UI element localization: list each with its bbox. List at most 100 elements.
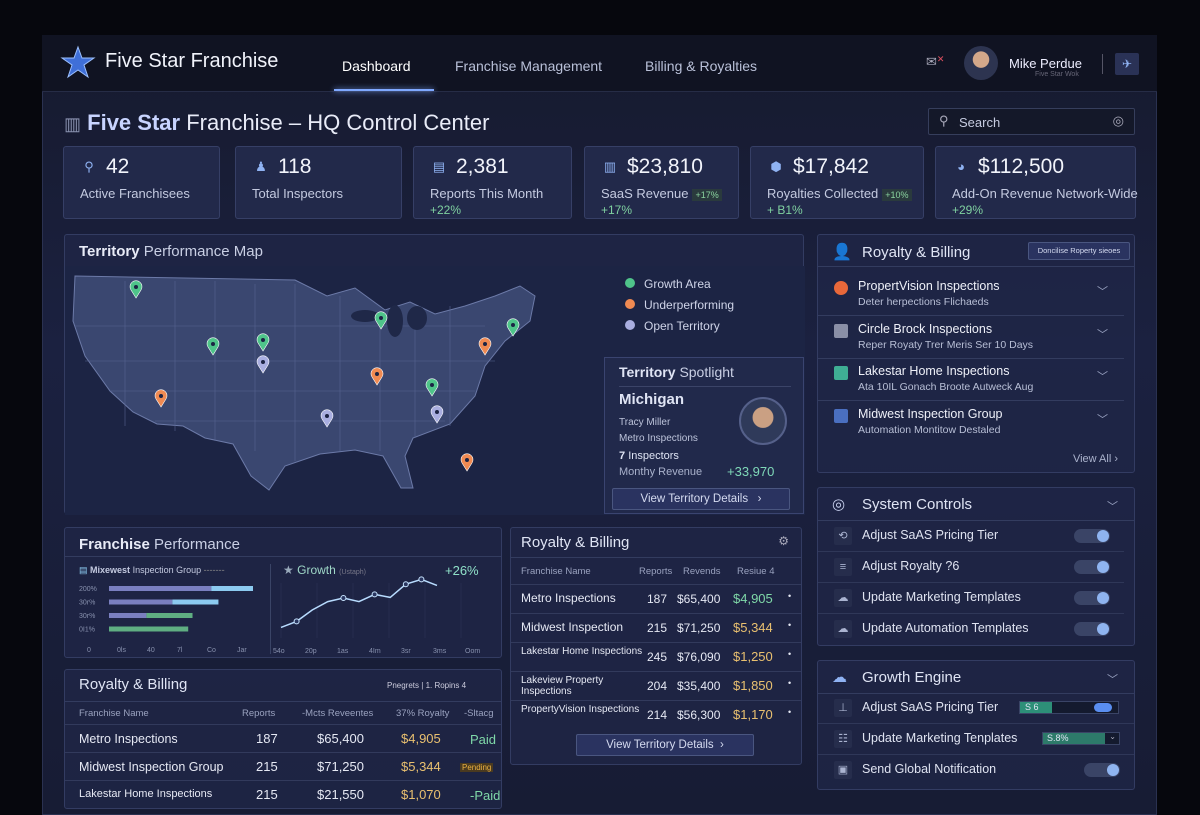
- col-header[interactable]: Reports: [242, 708, 276, 719]
- legend-item: Underperforming: [625, 298, 734, 319]
- map-pin-growth[interactable]: [425, 378, 439, 397]
- kpi-card[interactable]: ◕ $112,500 Add-On Revenue Network-Wide +…: [935, 146, 1138, 219]
- territory-spotlight: Territory Spotlight Michigan Tracy Mille…: [604, 357, 804, 514]
- map-pin-under[interactable]: [154, 389, 168, 408]
- col-header[interactable]: Franchise Name: [521, 566, 591, 577]
- growth-engine-title: Growth Engine: [862, 669, 962, 686]
- notification-icon: ▣: [834, 761, 852, 779]
- nav-franchise-management[interactable]: Franchise Management: [455, 58, 603, 74]
- pricing-icon: ⊥: [834, 699, 852, 717]
- pricing-tier-select[interactable]: S 6: [1019, 701, 1119, 714]
- map-pin-growth[interactable]: [129, 280, 143, 299]
- view-territory-details-button[interactable]: View Territory Details ›: [576, 734, 754, 756]
- territory-map-panel: Territory Performance Map Growth Area Und…: [64, 234, 805, 515]
- view-all-link[interactable]: View All ›: [1072, 453, 1118, 465]
- chevron-down-icon[interactable]: ﹀: [1097, 371, 1108, 383]
- view-territory-details-button[interactable]: View Territory Details ›: [612, 488, 790, 510]
- table-row[interactable]: Lakestar Home Inspections 215 $21,550 $1…: [65, 780, 501, 808]
- table-row[interactable]: PropertyVision Inspections 214 $56,300 $…: [511, 700, 801, 729]
- chevron-down-icon[interactable]: ﹀: [1097, 286, 1108, 298]
- col-header[interactable]: Revends: [683, 566, 721, 577]
- control-toggle[interactable]: [1074, 622, 1110, 636]
- legend-dot-icon: [625, 278, 635, 288]
- nav-billing-royalties[interactable]: Billing & Royalties: [645, 58, 758, 74]
- royalty-item[interactable]: Circle Brock Inspections Reper Royaty Tre…: [818, 316, 1124, 359]
- control-toggle[interactable]: [1074, 560, 1110, 574]
- divider: [1102, 54, 1103, 74]
- map-pin-growth[interactable]: [256, 333, 270, 352]
- chevron-down-icon[interactable]: ﹀: [1097, 413, 1108, 426]
- growth-line-chart: 54o 20p 1as 4Im 3sr 3ms Oom: [273, 576, 480, 655]
- chevron-down-icon[interactable]: ﹀: [1107, 501, 1118, 513]
- table-row[interactable]: Metro Inspections 187 $65,400 $4,905 •: [511, 584, 801, 613]
- map-pin-under[interactable]: [370, 367, 384, 386]
- kpi-card[interactable]: ⚲ 42 Active Franchisees: [63, 146, 220, 219]
- map-pin-under[interactable]: [460, 453, 474, 472]
- control-row: ⟲ Adjust SaAS Pricing Tier: [818, 521, 1124, 552]
- filter-dropdown[interactable]: Pnegrets | 1. Ropins 4: [387, 681, 467, 690]
- col-header[interactable]: -Mcts Reveentes: [302, 708, 374, 719]
- table-row[interactable]: Midwest Inspection 215 $71,250 $5,344 •: [511, 613, 801, 642]
- search-icon: ⚲: [939, 113, 949, 128]
- col-header[interactable]: Franchise Name: [79, 708, 149, 719]
- marketing-template-select[interactable]: S.8% ⌄: [1042, 732, 1120, 745]
- notification-toggle[interactable]: [1084, 763, 1120, 777]
- table-row[interactable]: Lakestar Home Inspections 245 $76,090 $1…: [511, 642, 801, 671]
- map-pin-growth[interactable]: [374, 311, 388, 330]
- x-tick-label: 3ms: [433, 648, 447, 655]
- user-avatar[interactable]: [964, 46, 998, 80]
- status-badge: -Paid: [470, 788, 501, 803]
- table-row[interactable]: Midwest Inspection Group 215 $71,250 $5,…: [65, 752, 501, 780]
- kpi-label: SaaS Revenue +17%: [601, 186, 722, 201]
- growth-row-pricing: ⊥ Adjust SaAS Pricing Tier S 6: [818, 693, 1134, 724]
- location-icon[interactable]: ◎: [1112, 113, 1124, 128]
- pin-icon: ⚲: [84, 159, 94, 174]
- nav-dashboard[interactable]: Dashboard: [342, 58, 411, 74]
- control-icon: ☁: [834, 620, 852, 638]
- user-icon: 👤: [832, 244, 852, 261]
- col-header[interactable]: -Sltacg: [464, 708, 494, 719]
- map-pin-open[interactable]: [430, 405, 444, 424]
- growth-label: ★ Growth (Ustaph): [283, 563, 366, 577]
- chevron-down-icon[interactable]: ﹀: [1097, 328, 1108, 341]
- search-input[interactable]: ⚲ Search ◎: [928, 108, 1135, 135]
- table-row[interactable]: Lakeview Property Inspections 204 $35,40…: [511, 671, 801, 700]
- map-pin-open[interactable]: [256, 355, 270, 374]
- royalty-item[interactable]: PropertVision Inspections Deter herpectio…: [818, 273, 1124, 316]
- settings-icon[interactable]: ✈: [1115, 53, 1139, 75]
- map-pin-growth[interactable]: [506, 318, 520, 337]
- growth-point: [293, 618, 300, 625]
- gear-icon[interactable]: ⚙: [778, 534, 789, 548]
- growth-point: [418, 576, 425, 583]
- kpi-card[interactable]: ▥ $23,810 SaaS Revenue +17% +17%: [584, 146, 739, 219]
- owner-avatar: [739, 397, 787, 445]
- control-toggle[interactable]: [1074, 591, 1110, 605]
- x-tick-label: 54o: [273, 648, 285, 655]
- chevron-down-icon[interactable]: ﹀: [1107, 674, 1118, 686]
- control-icon: ≡: [834, 558, 852, 576]
- control-toggle[interactable]: [1074, 529, 1110, 543]
- x-tick-label: 7l: [177, 647, 183, 654]
- row-menu-icon: •: [788, 649, 792, 659]
- map-pin-growth[interactable]: [206, 337, 220, 356]
- royalty-report-button[interactable]: Doncilise Roperty sieoes: [1028, 242, 1130, 260]
- kpi-card[interactable]: ♟ 118 Total Inspectors: [235, 146, 402, 219]
- map-pin-under[interactable]: [478, 337, 492, 356]
- notification-icon[interactable]: ✉✕: [926, 54, 945, 69]
- table-row[interactable]: Metro Inspections 187 $65,400 $4,905 Paid: [65, 724, 501, 752]
- col-header[interactable]: Resiue 4: [737, 566, 775, 577]
- map-legend: Growth Area Underperforming Open Territory: [625, 277, 734, 340]
- royalty-item[interactable]: Lakestar Home Inspections Ata 10IL Gonach…: [818, 358, 1124, 401]
- col-header[interactable]: 37% Royalty: [396, 708, 450, 719]
- kpi-card[interactable]: ▤ 2,381 Reports This Month +22%: [413, 146, 572, 219]
- kpi-card[interactable]: ⬢ $17,842 Royalties Collected +10% + B1%: [750, 146, 924, 219]
- active-tab-indicator: [334, 89, 434, 91]
- map-pin-open[interactable]: [320, 409, 334, 428]
- x-tick-label: 4Im: [369, 648, 381, 655]
- col-header[interactable]: Reports: [639, 566, 673, 577]
- bar-segment: [109, 613, 147, 618]
- royalty-item[interactable]: Midwest Inspection Group Automation Monti…: [818, 401, 1124, 444]
- control-icon: ☁: [834, 589, 852, 607]
- franchise-perf-title: Franchise Performance: [79, 536, 240, 553]
- controls-icon: ◎: [832, 496, 846, 513]
